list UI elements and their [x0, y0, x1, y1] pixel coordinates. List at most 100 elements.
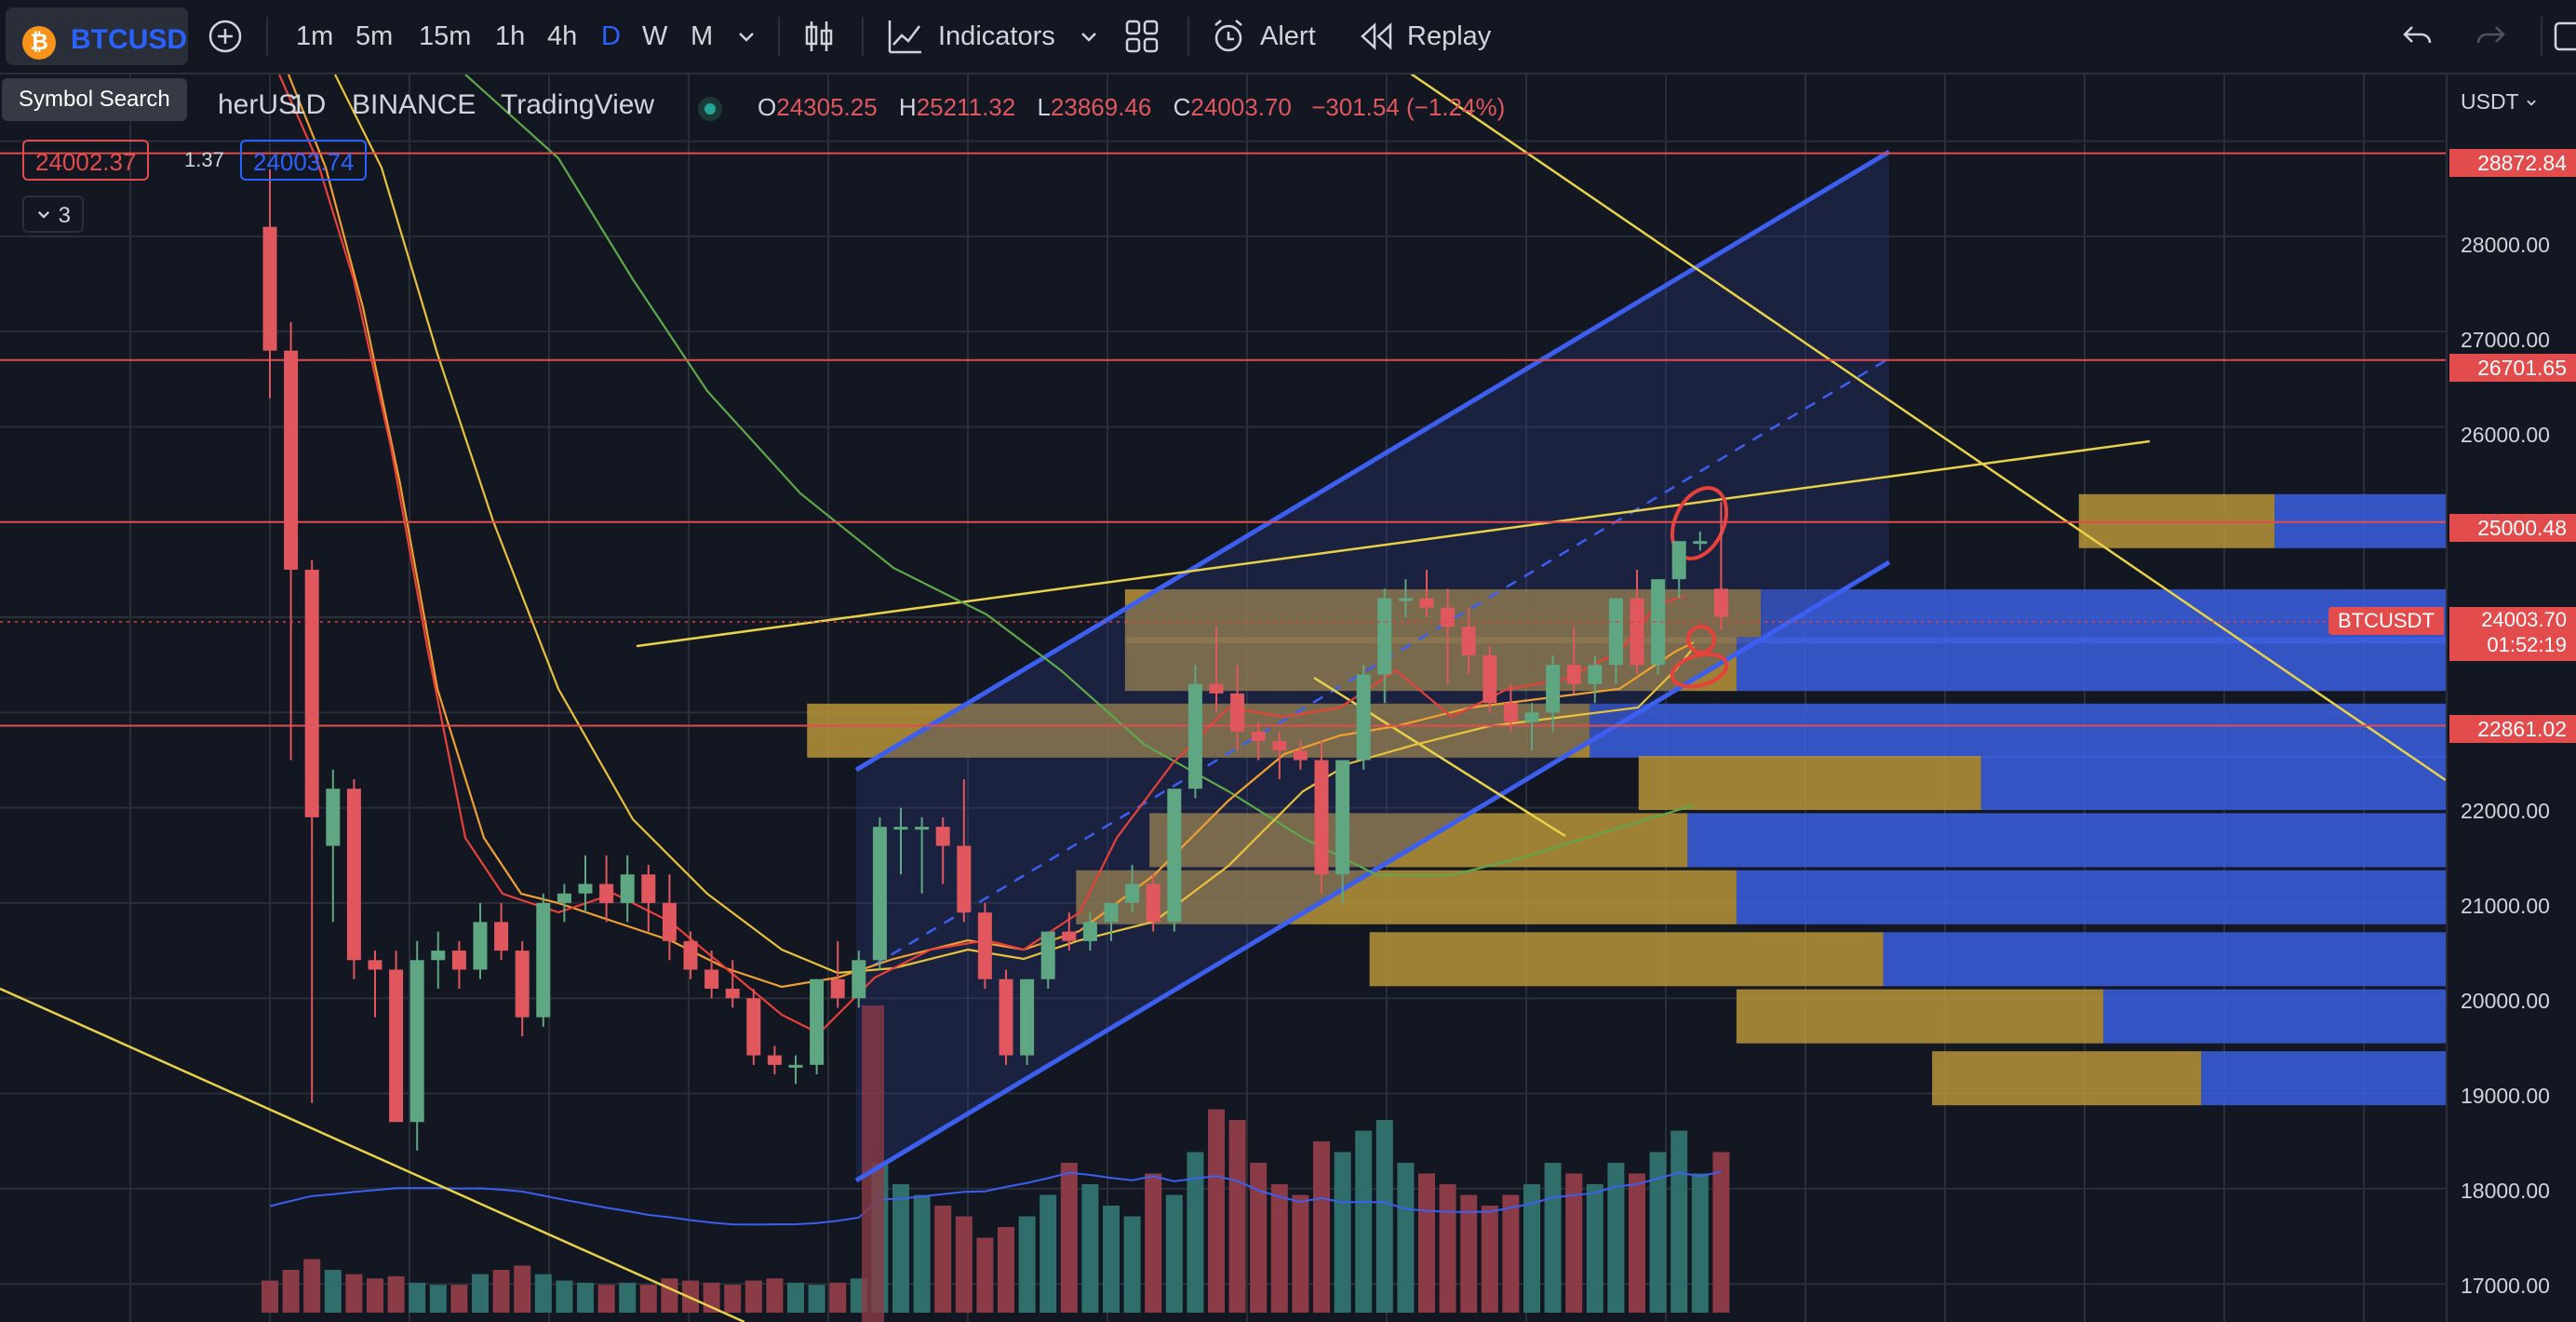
candle-body	[1020, 978, 1035, 1056]
candle-body	[536, 902, 551, 1018]
volume-bar	[1629, 1173, 1645, 1313]
interval-4h[interactable]: 4h	[547, 20, 578, 51]
undo-icon[interactable]	[2401, 0, 2435, 73]
candle-body	[810, 978, 825, 1065]
candle-body	[304, 569, 319, 817]
replay-button[interactable]: Replay	[1359, 0, 1491, 73]
volume-bar	[1187, 1152, 1204, 1313]
volume-bar	[1103, 1206, 1120, 1313]
candle-body	[1651, 579, 1666, 666]
volume-profile-down	[1980, 756, 2446, 811]
volume-bar	[1607, 1163, 1625, 1313]
volume-bar	[387, 1275, 405, 1313]
fullscreen-icon[interactable]	[2554, 0, 2576, 73]
price-tick: 20000.00	[2461, 989, 2550, 1013]
candle-body	[683, 940, 698, 970]
volume-bar	[472, 1274, 489, 1313]
volume-bar	[1018, 1216, 1036, 1313]
last-price-tag[interactable]: 24003.70 01:52:19	[2449, 607, 2576, 661]
candle-body	[326, 789, 341, 846]
interval-15m[interactable]: 15m	[419, 20, 472, 51]
interval-w[interactable]: W	[642, 20, 668, 51]
interval-m[interactable]: M	[691, 20, 714, 51]
candle-body	[1293, 750, 1308, 761]
volume-bar	[745, 1280, 762, 1313]
compare-add-icon[interactable]	[207, 0, 244, 73]
price-tick: 27000.00	[2461, 328, 2550, 352]
candle-body	[1588, 665, 1603, 684]
buy-price-button[interactable]: 24003.74	[240, 140, 368, 181]
candle-body	[1146, 884, 1161, 923]
price-axis-currency[interactable]: USDT	[2461, 89, 2538, 115]
candle-body	[830, 978, 845, 999]
candle-body	[1251, 731, 1266, 742]
indicators-button[interactable]: Indicators	[886, 0, 1055, 73]
volume-bar	[450, 1285, 468, 1313]
level-tag-26701[interactable]: 26701.65	[2449, 354, 2576, 382]
candle-body	[346, 789, 361, 961]
volume-bar	[1565, 1173, 1583, 1313]
sell-price-button[interactable]: 24002.37	[22, 140, 150, 181]
level-tag-25000[interactable]: 25000.48	[2449, 514, 2576, 542]
symbol-search-button[interactable]: ₿ BTCUSD	[6, 7, 188, 65]
price-axis[interactable]	[2446, 74, 2576, 1322]
level-tag-28872[interactable]: 28872.84	[2449, 149, 2576, 177]
candle-body	[725, 988, 740, 999]
volume-bar	[976, 1237, 994, 1313]
legend-change: −301.54 (−1.24%)	[1311, 93, 1506, 121]
interval-1h[interactable]: 1h	[495, 20, 526, 51]
market-status-icon	[698, 97, 722, 121]
volume-bar	[619, 1282, 637, 1313]
chevron-down-icon	[37, 210, 50, 219]
volume-bar	[1145, 1173, 1162, 1313]
indicators-collapse-toggle[interactable]: 3	[22, 196, 85, 233]
volume-profile-down	[1736, 637, 2446, 692]
indicators-dropdown-chevron-icon[interactable]	[1078, 0, 1100, 73]
volume-bar	[1123, 1216, 1141, 1313]
candle-body	[262, 226, 277, 351]
volume-bar	[934, 1206, 952, 1313]
candle-body	[1546, 665, 1561, 713]
interval-5m[interactable]: 5m	[356, 20, 394, 51]
candle-body	[578, 884, 593, 894]
trend-line-lower-left	[0, 987, 745, 1322]
top-toolbar: ₿ BTCUSD 1m 5m 15m 1h 4h D W M Indicator…	[0, 0, 2576, 74]
candle-body	[1441, 607, 1456, 627]
volume-bar	[492, 1270, 510, 1313]
legend-source: TradingView	[501, 89, 655, 120]
indicators-icon	[888, 20, 921, 54]
volume-bar	[324, 1270, 342, 1313]
candle-body	[1377, 598, 1392, 675]
candle-body	[746, 998, 761, 1056]
legend-open-label: O	[758, 93, 777, 121]
candle-body	[788, 1064, 803, 1068]
interval-1m[interactable]: 1m	[296, 20, 334, 51]
moving-average-green	[464, 74, 1695, 877]
volume-bar	[1334, 1152, 1351, 1313]
interval-dropdown-chevron-icon[interactable]	[735, 0, 758, 73]
volume-profile-down	[2103, 989, 2446, 1044]
volume-bar	[303, 1259, 321, 1313]
candle-body	[852, 960, 866, 999]
candle-body	[431, 951, 446, 961]
volume-bars	[262, 1109, 1730, 1313]
volume-bar	[1670, 1130, 1688, 1313]
level-tag-22861[interactable]: 22861.02	[2449, 715, 2576, 743]
layouts-grid-icon[interactable]	[1124, 0, 1160, 73]
volume-bar	[1165, 1194, 1183, 1313]
candle-body	[494, 922, 509, 951]
volume-bar	[514, 1265, 531, 1313]
candle-body	[1104, 902, 1119, 923]
volume-profile-up	[1736, 989, 2104, 1044]
interval-d[interactable]: D	[601, 20, 621, 51]
volume-bar	[1208, 1109, 1225, 1313]
moving-average-yellow	[334, 74, 1695, 975]
redo-icon[interactable]	[2474, 0, 2507, 73]
candle-body	[557, 893, 571, 903]
alert-button[interactable]: Alert	[1210, 0, 1316, 73]
symbol-search-tooltip: Symbol Search	[2, 78, 187, 121]
candle-body	[1630, 598, 1644, 666]
candles-chart-type-icon[interactable]	[800, 0, 838, 73]
volume-bar	[661, 1278, 678, 1313]
